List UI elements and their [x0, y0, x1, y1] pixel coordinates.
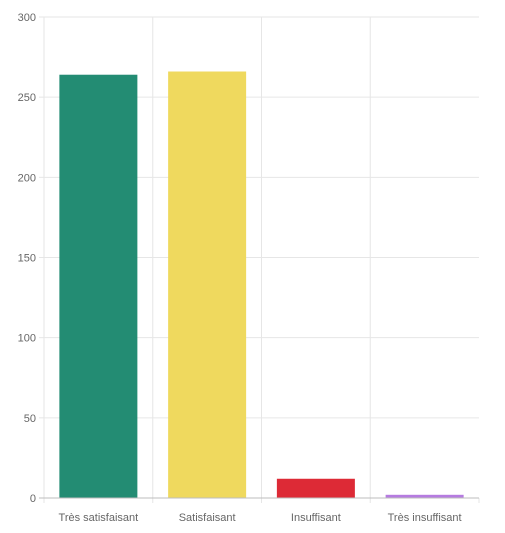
- y-tick-label: 250: [18, 92, 36, 104]
- y-tick-label: 50: [24, 413, 36, 425]
- y-tick-label: 150: [18, 253, 36, 265]
- y-tick-label: 100: [18, 333, 36, 345]
- y-tick-label: 300: [18, 12, 36, 24]
- x-tick-label: Très insuffisant: [388, 512, 462, 524]
- y-tick-labels: 0 50 100 150 200 250 300: [18, 12, 36, 505]
- y-tick-label: 0: [30, 493, 36, 505]
- axes: [39, 17, 479, 503]
- bar-3: [276, 478, 355, 498]
- y-tick-label: 200: [18, 172, 36, 184]
- bar-2: [168, 71, 247, 498]
- bars: [59, 71, 464, 498]
- bar-1: [59, 74, 138, 498]
- bar-4: [385, 494, 464, 498]
- x-tick-label: Insuffisant: [291, 512, 341, 524]
- x-tick-labels: Très satisfaisant Satisfaisant Insuffisant…: [59, 512, 462, 524]
- x-tick-label: Très satisfaisant: [59, 512, 139, 524]
- x-tick-label: Satisfaisant: [179, 512, 236, 524]
